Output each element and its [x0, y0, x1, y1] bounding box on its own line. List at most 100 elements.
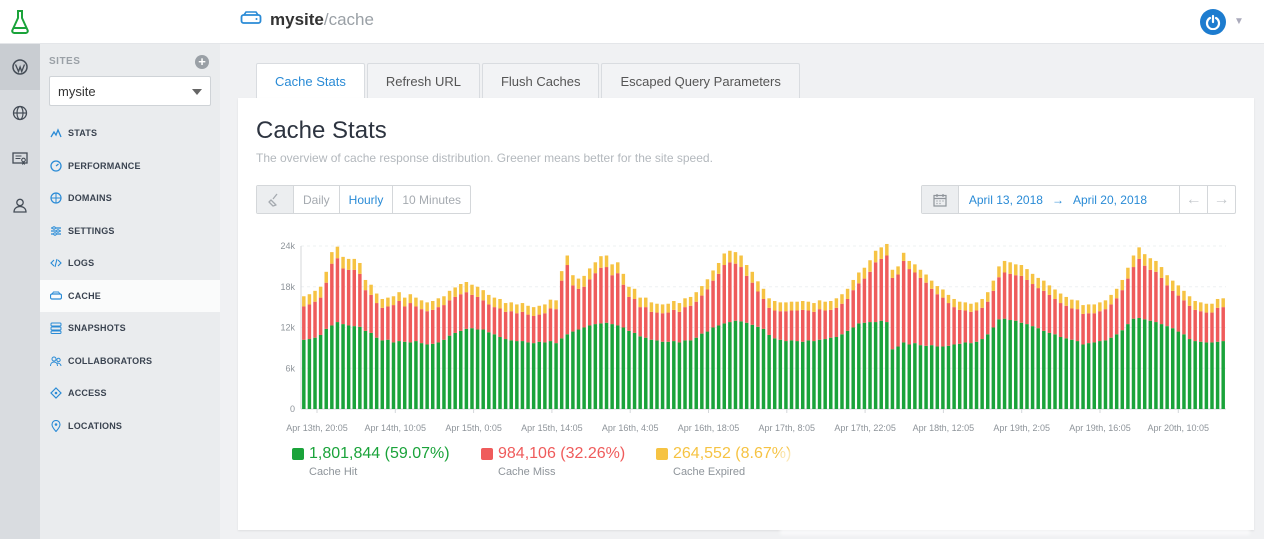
bar-cache-hit [772, 338, 777, 409]
bar-cache-miss [397, 301, 401, 342]
bar-cache-hit [548, 341, 553, 409]
bar-cache-miss [666, 312, 670, 342]
date-range-text[interactable]: April 13, 2018 → April 20, 2018 [959, 193, 1179, 207]
cache-stats-card: Cache Stats The overview of cache respon… [238, 98, 1254, 530]
drive-icon [240, 10, 262, 30]
bar-cache-miss [352, 269, 356, 327]
sidebar-item-domains[interactable]: DOMAINS [40, 182, 220, 215]
bar-cache-hit [464, 328, 469, 409]
sidebar-item-logs[interactable]: LOGS [40, 247, 220, 280]
bar-cache-hit [705, 331, 710, 409]
bar-cache-miss [851, 290, 855, 328]
bar-cache-expired [431, 301, 435, 310]
bar-cache-miss [879, 258, 883, 321]
certificate-icon[interactable] [0, 136, 40, 182]
bar-cache-hit [1193, 341, 1197, 409]
sidebar-item-cache[interactable]: CACHE [40, 279, 220, 312]
bar-cache-hit [1098, 341, 1102, 409]
add-site-button[interactable]: + [195, 55, 209, 69]
site-name[interactable]: mysite [270, 10, 324, 29]
bar-cache-expired [728, 250, 732, 263]
next-range-button[interactable]: → [1207, 186, 1235, 213]
tab-escaped-query-parameters[interactable]: Escaped Query Parameters [601, 63, 800, 98]
broom-icon[interactable] [257, 186, 294, 213]
bar-cache-hit [918, 345, 923, 409]
bar-cache-miss [520, 311, 525, 342]
bar-cache-miss [823, 310, 827, 340]
bar-cache-expired [997, 266, 1001, 278]
granularity-10-minutes[interactable]: 10 Minutes [402, 192, 462, 207]
bar-cache-hit [969, 343, 973, 409]
bar-cache-expired [1210, 303, 1214, 313]
bar-cache-expired [380, 298, 385, 308]
bar-cache-hit [571, 331, 575, 409]
sidebar-item-collaborators[interactable]: COLLABORATORS [40, 345, 220, 378]
tab-refresh-url[interactable]: Refresh URL [366, 63, 480, 98]
bar-cache-hit [694, 337, 698, 409]
bar-cache-hit [1103, 340, 1108, 409]
date-arrow: → [1051, 192, 1064, 207]
settings-icon [50, 225, 62, 237]
sidebar-item-stats[interactable]: STATS [40, 117, 220, 150]
y-tick-label: 6k [285, 363, 295, 373]
bar-cache-miss [644, 307, 648, 338]
bar-cache-miss [425, 311, 429, 345]
bar-cache-hit [711, 327, 715, 409]
bar-cache-hit [1154, 322, 1158, 409]
tab-cache-stats[interactable]: Cache Stats [256, 63, 365, 98]
bar-cache-expired [1014, 264, 1018, 276]
bar-cache-hit [784, 341, 788, 409]
flask-icon[interactable] [0, 0, 40, 44]
power-icon[interactable] [1200, 9, 1226, 35]
bar-cache-expired [935, 286, 940, 295]
bar-cache-expired [565, 255, 570, 266]
sidebar-item-label: DOMAINS [68, 193, 112, 204]
bar-cache-miss [1014, 275, 1018, 321]
bar-cache-hit [520, 341, 525, 409]
user-icon[interactable] [0, 182, 40, 228]
bar-cache-hit [829, 337, 833, 409]
bar-cache-expired [1081, 305, 1085, 314]
bar-cache-expired [946, 294, 951, 304]
tab-flush-caches[interactable]: Flush Caches [481, 63, 600, 98]
bar-cache-hit [565, 334, 570, 409]
site-select[interactable]: mysite [49, 76, 211, 106]
bar-cache-expired [492, 297, 497, 308]
sidebar-item-locations[interactable]: LOCATIONS [40, 410, 220, 443]
granularity-hourly[interactable]: Hourly [340, 186, 394, 213]
bar-cache-miss [1159, 277, 1164, 325]
x-tick-label: Apr 19th, 2:05 [993, 423, 1050, 433]
sidebar-item-performance[interactable]: PERFORMANCE [40, 150, 220, 183]
bar-cache-expired [610, 264, 614, 276]
bar-cache-expired [857, 272, 861, 284]
sidebar-item-settings[interactable]: SETTINGS [40, 215, 220, 248]
bar-cache-miss [335, 258, 340, 323]
sidebar-item-snapshots[interactable]: SNAPSHOTS [40, 312, 220, 345]
sidebar-item-label: LOCATIONS [68, 420, 123, 431]
bar-cache-miss [1025, 279, 1029, 325]
bar-cache-miss [733, 263, 738, 321]
bar-cache-expired [1036, 277, 1040, 289]
y-tick-label: 18k [280, 282, 295, 292]
bar-cache-expired [823, 301, 827, 311]
bar-cache-hit [890, 349, 895, 409]
bar-cache-miss [515, 313, 519, 342]
bar-cache-expired [901, 252, 906, 261]
bar-cache-hit [1109, 337, 1113, 409]
bar-cache-hit [913, 343, 917, 409]
bar-cache-miss [857, 283, 861, 324]
chevron-down-icon[interactable]: ▼ [1234, 16, 1244, 27]
globe-icon[interactable] [0, 90, 40, 136]
bar-cache-hit [728, 322, 732, 409]
sidebar-item-access[interactable]: ACCESS [40, 377, 220, 410]
bar-cache-hit [419, 343, 424, 409]
wordpress-icon[interactable] [0, 44, 40, 90]
bar-cache-miss [369, 294, 373, 333]
granularity-daily[interactable]: Daily [294, 186, 340, 213]
bar-cache-hit [963, 342, 968, 409]
bar-cache-miss [1030, 284, 1035, 327]
prev-range-button[interactable]: ← [1179, 186, 1207, 213]
bar-cache-miss [548, 308, 553, 342]
stats-icon [50, 127, 62, 139]
calendar-icon[interactable] [922, 186, 959, 213]
